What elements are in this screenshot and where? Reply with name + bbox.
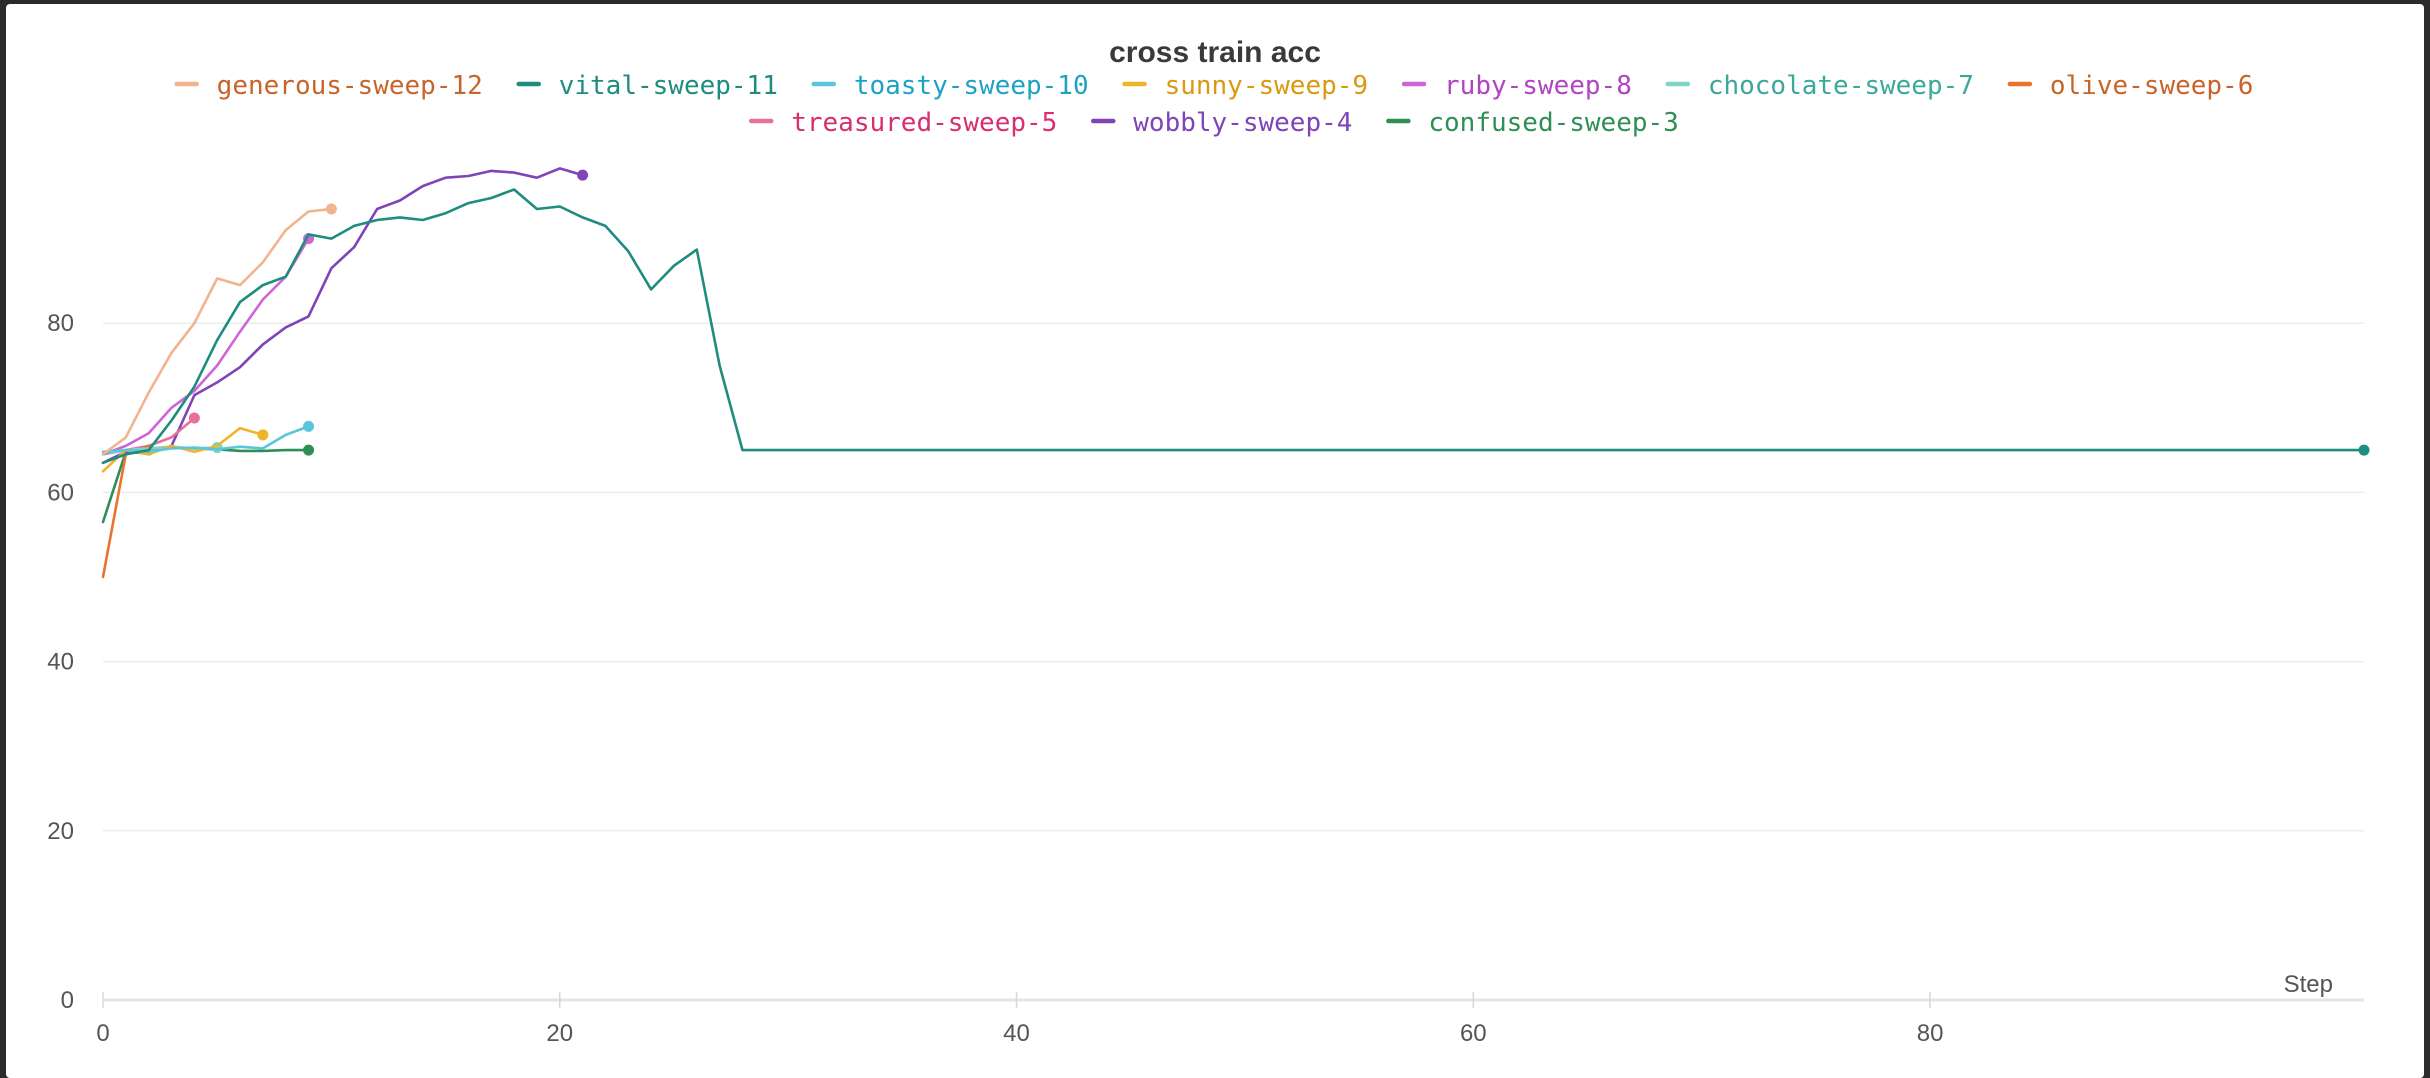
legend-label: generous-sweep-12 xyxy=(217,71,483,101)
series-end-point[interactable] xyxy=(188,412,200,424)
y-tick-label: 40 xyxy=(47,649,74,676)
legend-item[interactable]: chocolate-sweep-7 xyxy=(1665,71,1974,101)
series-line-ruby-sweep-8[interactable] xyxy=(101,237,310,456)
legend-label: sunny-sweep-9 xyxy=(1165,71,1369,101)
legend-label: ruby-sweep-8 xyxy=(1444,71,1632,101)
series-line-confused-sweep-3[interactable] xyxy=(101,446,310,524)
legend-label: treasured-sweep-5 xyxy=(791,108,1057,138)
chart-title: cross train acc xyxy=(1109,36,1321,69)
legend-label: olive-sweep-6 xyxy=(2050,71,2254,101)
x-axis-label: Step xyxy=(2284,971,2333,998)
legend-item[interactable]: generous-sweep-12 xyxy=(174,71,483,101)
legend-item[interactable]: sunny-sweep-9 xyxy=(1122,71,1369,101)
chart-axes: 0 20 40 60 80 0 20 40 60 80 xyxy=(47,310,2364,1047)
series-end-point[interactable] xyxy=(2358,444,2370,456)
series-line-wobbly-sweep-4[interactable] xyxy=(101,167,584,465)
x-tick-label: 0 xyxy=(96,1020,109,1047)
chart-legend: generous-sweep-12 vital-sweep-11 toasty-sw… xyxy=(174,71,2254,138)
series-line-olive-sweep-6[interactable] xyxy=(101,448,150,579)
legend-item[interactable]: ruby-sweep-8 xyxy=(1401,71,1632,101)
series-end-point[interactable] xyxy=(257,429,269,441)
series-line-generous-sweep-12[interactable] xyxy=(101,207,333,456)
y-tick-label: 60 xyxy=(47,479,74,506)
chart-series xyxy=(101,167,2370,579)
y-tick-label: 80 xyxy=(47,310,74,337)
chart-panel: cross train acc generous-sweep-12 vital-s… xyxy=(6,4,2424,1078)
legend-item[interactable]: olive-sweep-6 xyxy=(2007,71,2254,101)
series-end-point[interactable] xyxy=(577,169,589,181)
x-tick-label: 60 xyxy=(1460,1020,1487,1047)
legend-label: confused-sweep-3 xyxy=(1428,108,1678,138)
series-line-vital-sweep-11[interactable] xyxy=(101,188,2366,465)
legend-item[interactable]: toasty-sweep-10 xyxy=(811,71,1089,101)
legend-item[interactable]: confused-sweep-3 xyxy=(1386,108,1679,138)
x-tick-label: 80 xyxy=(1917,1020,1944,1047)
y-tick-label: 0 xyxy=(61,987,74,1014)
x-tick-label: 20 xyxy=(546,1020,573,1047)
legend-label: toasty-sweep-10 xyxy=(854,71,1089,101)
series-end-point[interactable] xyxy=(325,203,337,215)
line-chart: cross train acc generous-sweep-12 vital-s… xyxy=(47,36,2370,1047)
legend-item[interactable]: wobbly-sweep-4 xyxy=(1091,108,1352,138)
legend-label: vital-sweep-11 xyxy=(559,71,778,101)
y-tick-label: 20 xyxy=(47,818,74,845)
legend-label: wobbly-sweep-4 xyxy=(1133,108,1352,138)
series-end-point[interactable] xyxy=(303,444,315,456)
legend-item[interactable]: vital-sweep-11 xyxy=(516,71,778,101)
series-end-point[interactable] xyxy=(303,420,315,432)
legend-item[interactable]: treasured-sweep-5 xyxy=(748,108,1057,138)
chart-grid xyxy=(103,322,2364,832)
legend-label: chocolate-sweep-7 xyxy=(1708,71,1974,101)
x-tick-label: 40 xyxy=(1003,1020,1030,1047)
